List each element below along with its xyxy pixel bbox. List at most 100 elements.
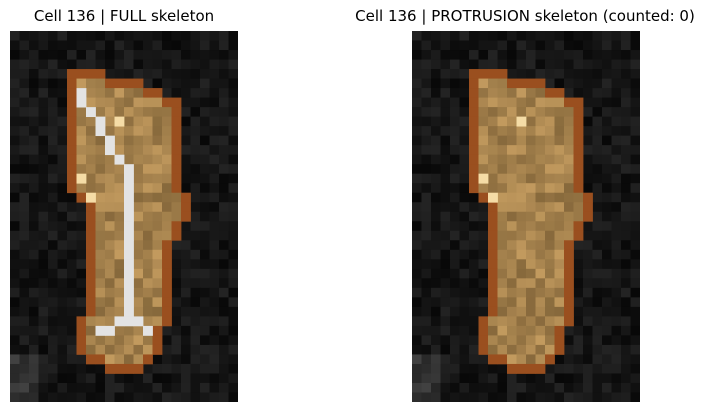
background-pixel — [57, 240, 68, 251]
background-pixel — [181, 88, 191, 98]
background-pixel — [38, 287, 49, 298]
background-pixel — [209, 382, 220, 393]
background-pixel — [19, 316, 30, 327]
skeleton-pixel — [143, 325, 153, 336]
background-pixel — [162, 325, 172, 336]
cell-body-pixel — [86, 344, 96, 355]
background-pixel — [554, 69, 565, 79]
background-pixel — [611, 183, 622, 194]
background-pixel — [440, 59, 451, 70]
background-pixel — [200, 97, 210, 108]
background-pixel — [162, 69, 172, 79]
background-pixel — [602, 392, 612, 402]
background-pixel — [592, 154, 603, 165]
background-pixel — [602, 31, 612, 41]
background-pixel — [630, 297, 640, 308]
background-pixel — [133, 59, 144, 70]
cell-outline-pixel — [469, 78, 479, 89]
background-pixel — [450, 278, 460, 289]
background-pixel — [48, 373, 58, 384]
background-pixel — [228, 325, 238, 336]
background-pixel — [412, 97, 422, 108]
background-pixel — [181, 183, 191, 194]
background-pixel — [412, 211, 422, 222]
background-pixel — [219, 40, 229, 51]
background-pixel — [228, 50, 238, 60]
background-pixel — [19, 297, 30, 308]
cell-body-pixel — [95, 154, 106, 165]
cell-body-pixel — [133, 88, 144, 98]
cell-body-pixel — [152, 259, 163, 270]
cell-body-pixel — [133, 354, 144, 365]
cell-body-pixel — [545, 145, 555, 156]
background-pixel — [228, 164, 238, 175]
cell-body-pixel — [497, 268, 508, 279]
background-pixel — [10, 287, 20, 298]
background-pixel — [200, 202, 210, 213]
cell-body-pixel — [124, 88, 134, 98]
bright-spot-pixel — [114, 116, 125, 127]
cell-body-pixel — [516, 97, 527, 108]
bright-spot-pixel — [76, 173, 87, 184]
background-pixel — [573, 69, 584, 79]
cell-body-pixel — [143, 202, 153, 213]
background-pixel — [621, 297, 631, 308]
cell-body-pixel — [86, 325, 96, 336]
background-pixel — [57, 392, 68, 402]
background-pixel — [431, 287, 441, 298]
background-pixel — [431, 107, 441, 118]
background-pixel — [19, 240, 30, 251]
background-pixel — [228, 230, 238, 241]
background-pixel — [507, 40, 517, 51]
background-pixel — [57, 192, 68, 203]
cell-body-pixel — [488, 145, 498, 156]
background-pixel — [228, 211, 238, 222]
background-pixel — [573, 382, 584, 393]
background-pixel — [209, 221, 220, 232]
background-pixel — [209, 392, 220, 402]
background-pixel — [219, 97, 229, 108]
background-pixel — [450, 202, 460, 213]
cell-body-pixel — [152, 278, 163, 289]
background-pixel — [583, 382, 593, 393]
cell-body-pixel — [507, 287, 517, 298]
cell-body-pixel — [124, 154, 134, 165]
background-pixel — [209, 230, 220, 241]
background-pixel — [10, 354, 20, 365]
cell-body-pixel — [143, 268, 153, 279]
cell-body-pixel — [554, 164, 565, 175]
cell-body-pixel — [105, 268, 115, 279]
cell-body-pixel — [526, 335, 536, 346]
background-pixel — [200, 116, 210, 127]
background-pixel — [469, 335, 479, 346]
background-pixel — [19, 373, 30, 384]
background-pixel — [412, 50, 422, 60]
background-pixel — [459, 78, 470, 89]
background-pixel — [200, 154, 210, 165]
background-pixel — [630, 78, 640, 89]
background-pixel — [573, 363, 584, 374]
background-pixel — [621, 97, 631, 108]
cell-outline-pixel — [469, 88, 479, 98]
background-pixel — [630, 221, 640, 232]
background-pixel — [209, 69, 220, 79]
background-pixel — [602, 211, 612, 222]
background-pixel — [171, 31, 182, 41]
background-pixel — [450, 211, 460, 222]
background-pixel — [583, 88, 593, 98]
background-pixel — [412, 116, 422, 127]
background-pixel — [611, 107, 622, 118]
background-pixel — [440, 126, 451, 137]
cell-body-pixel — [488, 335, 498, 346]
background-pixel — [200, 50, 210, 60]
background-pixel — [592, 126, 603, 137]
full-skeleton-canvas — [10, 31, 238, 402]
background-pixel — [152, 363, 163, 374]
cell-body-pixel — [478, 88, 489, 98]
background-pixel — [412, 259, 422, 270]
cell-outline-pixel — [105, 363, 115, 374]
background-pixel — [431, 145, 441, 156]
cell-body-pixel — [86, 164, 96, 175]
cell-outline-pixel — [171, 173, 182, 184]
background-pixel — [564, 88, 574, 98]
